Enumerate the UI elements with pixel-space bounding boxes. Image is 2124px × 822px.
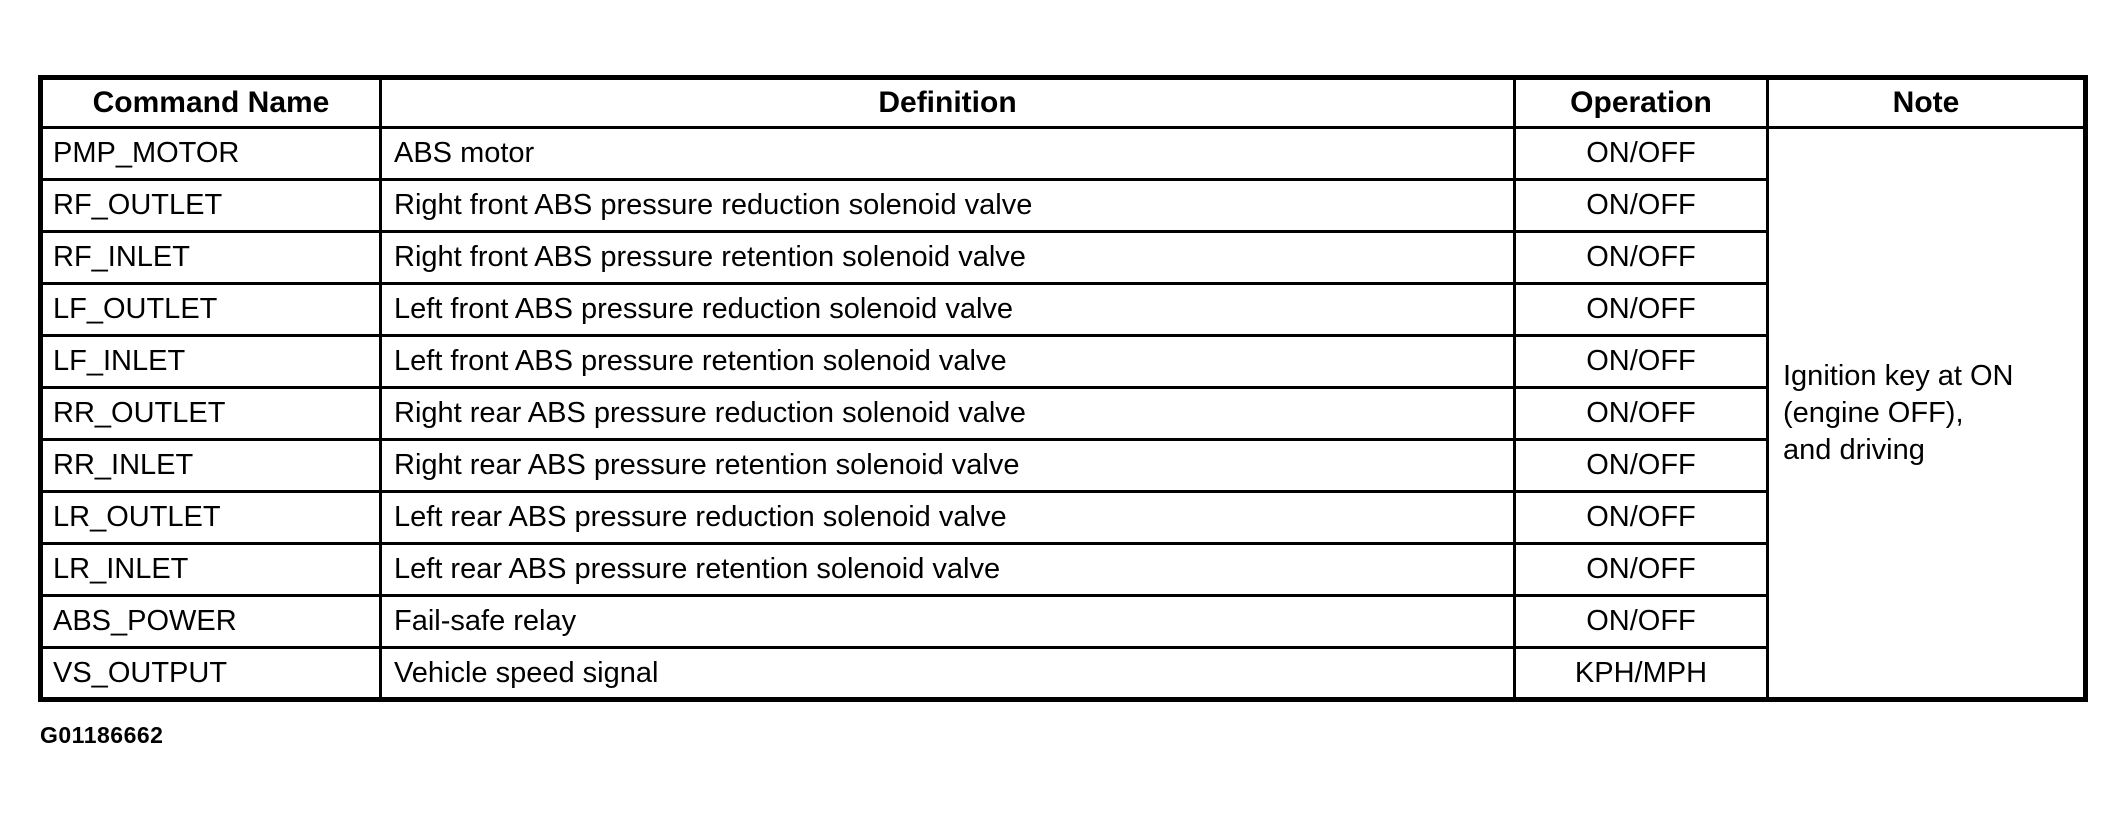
figure-id: G01186662: [40, 722, 164, 748]
command-cell: RF_INLET: [39, 230, 382, 285]
definition-cell: Left front ABS pressure retention soleno…: [379, 334, 1516, 389]
note-line: and driving: [1783, 433, 1925, 466]
operation-cell: ON/OFF: [1513, 490, 1769, 545]
table-row: LF_INLET Left front ABS pressure retenti…: [39, 334, 2086, 389]
command-cell: ABS_POWER: [39, 594, 382, 649]
operation-cell: KPH/MPH: [1513, 646, 1769, 701]
command-cell: LR_INLET: [39, 542, 382, 597]
table-row: PMP_MOTOR ABS motor ON/OFF Ignition key …: [39, 126, 2087, 701]
note-cell: Ignition key at ON (engine OFF), and dri…: [1766, 126, 2087, 701]
operation-cell: ON/OFF: [1513, 542, 1769, 597]
table-row: LF_OUTLET Left front ABS pressure reduct…: [39, 282, 2086, 337]
note-line: (engine OFF),: [1783, 396, 1964, 429]
operation-cell: ON/OFF: [1513, 282, 1769, 337]
definition-cell: Right front ABS pressure retention solen…: [379, 230, 1516, 285]
definition-cell: Left rear ABS pressure retention solenoi…: [379, 542, 1516, 597]
operation-cell: ON/OFF: [1513, 178, 1769, 233]
command-cell: LF_INLET: [39, 334, 382, 389]
command-table: Command Name Definition Operation Note P…: [38, 75, 2088, 702]
definition-cell: Left rear ABS pressure reduction solenoi…: [379, 490, 1516, 545]
header-row: Command Name Definition Operation Note: [39, 76, 2087, 129]
operation-cell: ON/OFF: [1513, 334, 1769, 389]
command-cell: RR_INLET: [39, 438, 382, 493]
definition-cell: ABS motor: [379, 126, 1516, 181]
col-header-note: Note: [1766, 76, 2087, 129]
command-cell: PMP_MOTOR: [39, 126, 382, 181]
command-cell: RR_OUTLET: [39, 386, 382, 441]
operation-cell: ON/OFF: [1513, 438, 1769, 493]
col-header-operation: Operation: [1513, 76, 1769, 129]
note-line: Ignition key at ON: [1783, 359, 2014, 392]
col-header-command-name: Command Name: [39, 76, 382, 129]
table-row: ABS_POWER Fail-safe relay ON/OFF: [39, 594, 2086, 649]
definition-cell: Right front ABS pressure reduction solen…: [379, 178, 1516, 233]
definition-cell: Right rear ABS pressure reduction soleno…: [379, 386, 1516, 441]
table-row: RF_INLET Right front ABS pressure retent…: [39, 230, 2086, 285]
operation-cell: ON/OFF: [1513, 594, 1769, 649]
operation-cell: ON/OFF: [1513, 386, 1769, 441]
command-cell: LR_OUTLET: [39, 490, 382, 545]
command-cell: LF_OUTLET: [39, 282, 382, 337]
command-cell: VS_OUTPUT: [39, 646, 382, 701]
definition-cell: Left front ABS pressure reduction soleno…: [379, 282, 1516, 337]
definition-cell: Fail-safe relay: [379, 594, 1516, 649]
operation-cell: ON/OFF: [1513, 126, 1769, 181]
operation-cell: ON/OFF: [1513, 230, 1769, 285]
col-header-definition: Definition: [379, 76, 1516, 129]
table-row: LR_OUTLET Left rear ABS pressure reducti…: [39, 490, 2086, 545]
definition-cell: Right rear ABS pressure retention soleno…: [379, 438, 1516, 493]
table-row: RR_INLET Right rear ABS pressure retenti…: [39, 438, 2086, 493]
table-row: RF_OUTLET Right front ABS pressure reduc…: [39, 178, 2086, 233]
table-row: VS_OUTPUT Vehicle speed signal KPH/MPH: [39, 646, 2086, 701]
command-cell: RF_OUTLET: [39, 178, 382, 233]
table-row: LR_INLET Left rear ABS pressure retentio…: [39, 542, 2086, 597]
table-row: RR_OUTLET Right rear ABS pressure reduct…: [39, 386, 2086, 441]
definition-cell: Vehicle speed signal: [379, 646, 1516, 701]
